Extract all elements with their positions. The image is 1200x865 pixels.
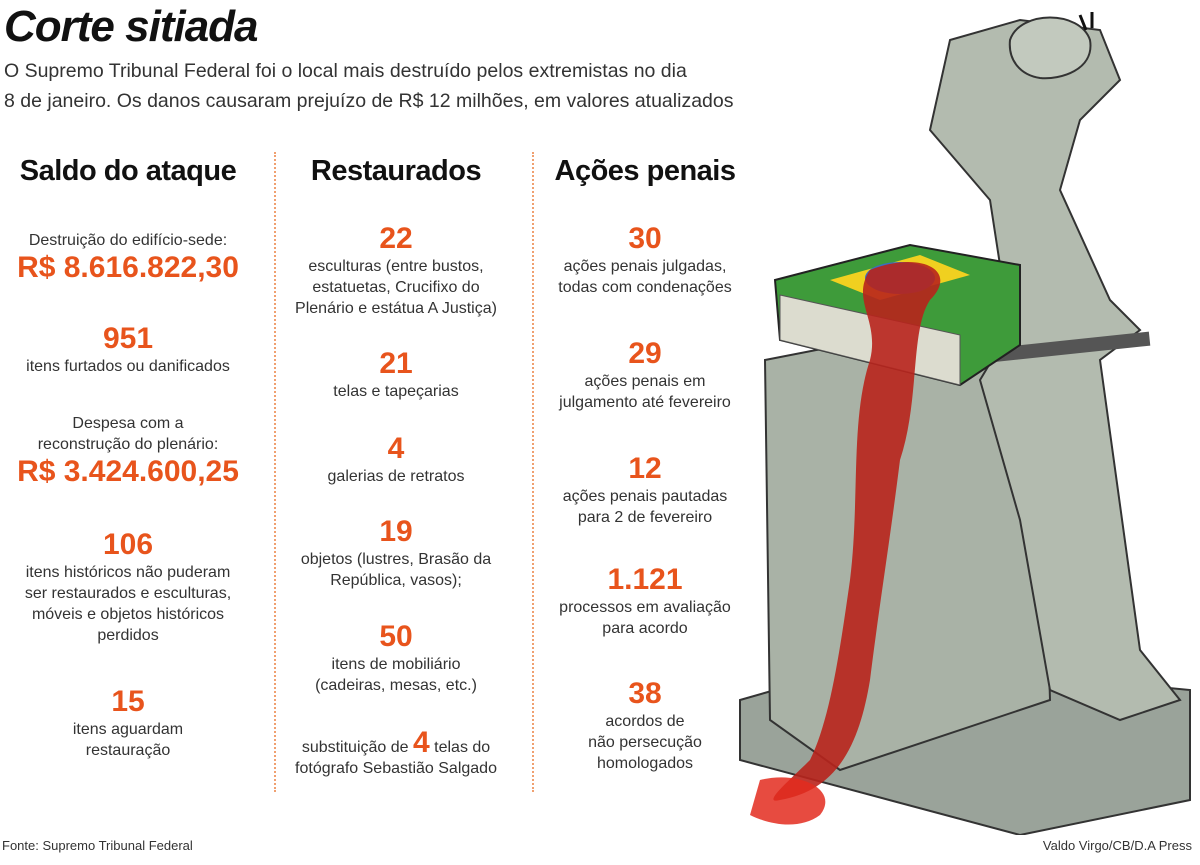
item-value: 38 — [628, 677, 662, 710]
item-text: fotógrafo Sebastião Salgado — [295, 760, 497, 777]
item-text: Plenário e estátua A Justiça) — [295, 300, 497, 317]
item-text: estatuetas, Crucifixo do — [312, 279, 480, 296]
separator — [532, 152, 534, 792]
item-text: não persecução — [588, 734, 702, 751]
item-row: substituição de 4 telas do — [261, 725, 531, 766]
illustration — [739, 12, 1191, 835]
item-value: R$ 3.424.600,25 — [17, 455, 239, 488]
item-text: ações penais julgadas, — [563, 258, 727, 275]
item-text: itens de mobiliário — [331, 656, 461, 673]
item-text: itens históricos não puderam — [25, 564, 231, 581]
column-heading: Restaurados — [310, 155, 482, 187]
item-value: 4 — [387, 432, 405, 465]
item-text: (cadeiras, mesas, etc.) — [315, 677, 477, 694]
item-value: 30 — [628, 222, 662, 255]
item-value: 106 — [102, 528, 154, 561]
item-value: 4 — [413, 726, 430, 759]
item-suffix: telas do — [434, 739, 491, 756]
item-text: processos em avaliação — [559, 599, 731, 616]
source: Fonte: Supremo Tribunal Federal — [2, 838, 193, 853]
item-text: ações penais em — [584, 373, 706, 390]
item-prefix: substituição de — [301, 739, 409, 756]
item-text: ações penais pautadas — [562, 488, 728, 505]
item-text: restauração — [85, 742, 171, 759]
item-label: Destruição do edifício-sede: — [28, 232, 228, 249]
separator — [274, 152, 276, 792]
item-text: perdidos — [97, 627, 159, 644]
item-text: móveis e objetos históricos — [31, 606, 225, 623]
item-text: galerias de retratos — [327, 468, 465, 485]
item-value: 15 — [111, 685, 145, 718]
item-text: para acordo — [602, 620, 688, 637]
item-text: itens furtados ou danificados — [26, 358, 230, 375]
item-text: homologados — [596, 755, 694, 772]
item-text: telas e tapeçarias — [333, 383, 459, 400]
item-value: 19 — [379, 515, 413, 548]
item-text: julgamento até fevereiro — [559, 394, 731, 411]
item-value: 22 — [379, 222, 413, 255]
item-text: esculturas (entre bustos, — [308, 258, 484, 275]
item-value: 21 — [379, 347, 413, 380]
item-text: para 2 de fevereiro — [577, 509, 713, 526]
subtitle: O Supremo Tribunal Federal foi o local m… — [4, 60, 687, 82]
column-heading: Saldo do ataque — [19, 155, 237, 187]
subtitle: 8 de janeiro. Os danos causaram prejuízo… — [4, 90, 734, 112]
item-value: 951 — [102, 322, 154, 355]
item-value: 29 — [628, 337, 662, 370]
item-label: reconstrução do plenário: — [37, 436, 219, 453]
item-value: 1.121 — [607, 563, 683, 596]
item-text: itens aguardam — [72, 721, 184, 738]
item-text: objetos (lustres, Brasão da — [300, 551, 492, 568]
item-text: República, vasos); — [330, 572, 462, 589]
credit: Valdo Virgo/CB/D.A Press — [1042, 838, 1192, 853]
item-value: R$ 8.616.822,30 — [17, 251, 239, 284]
column-heading: Ações penais — [554, 155, 736, 187]
item-text: acordos de — [605, 713, 685, 730]
item-label: Despesa com a — [72, 415, 184, 432]
title: Corte sitiada — [4, 2, 259, 51]
item-text: todas com condenações — [558, 279, 732, 296]
item-text: ser restaurados e esculturas, — [24, 585, 232, 602]
item-value: 12 — [628, 452, 662, 485]
item-value: 50 — [379, 620, 413, 653]
